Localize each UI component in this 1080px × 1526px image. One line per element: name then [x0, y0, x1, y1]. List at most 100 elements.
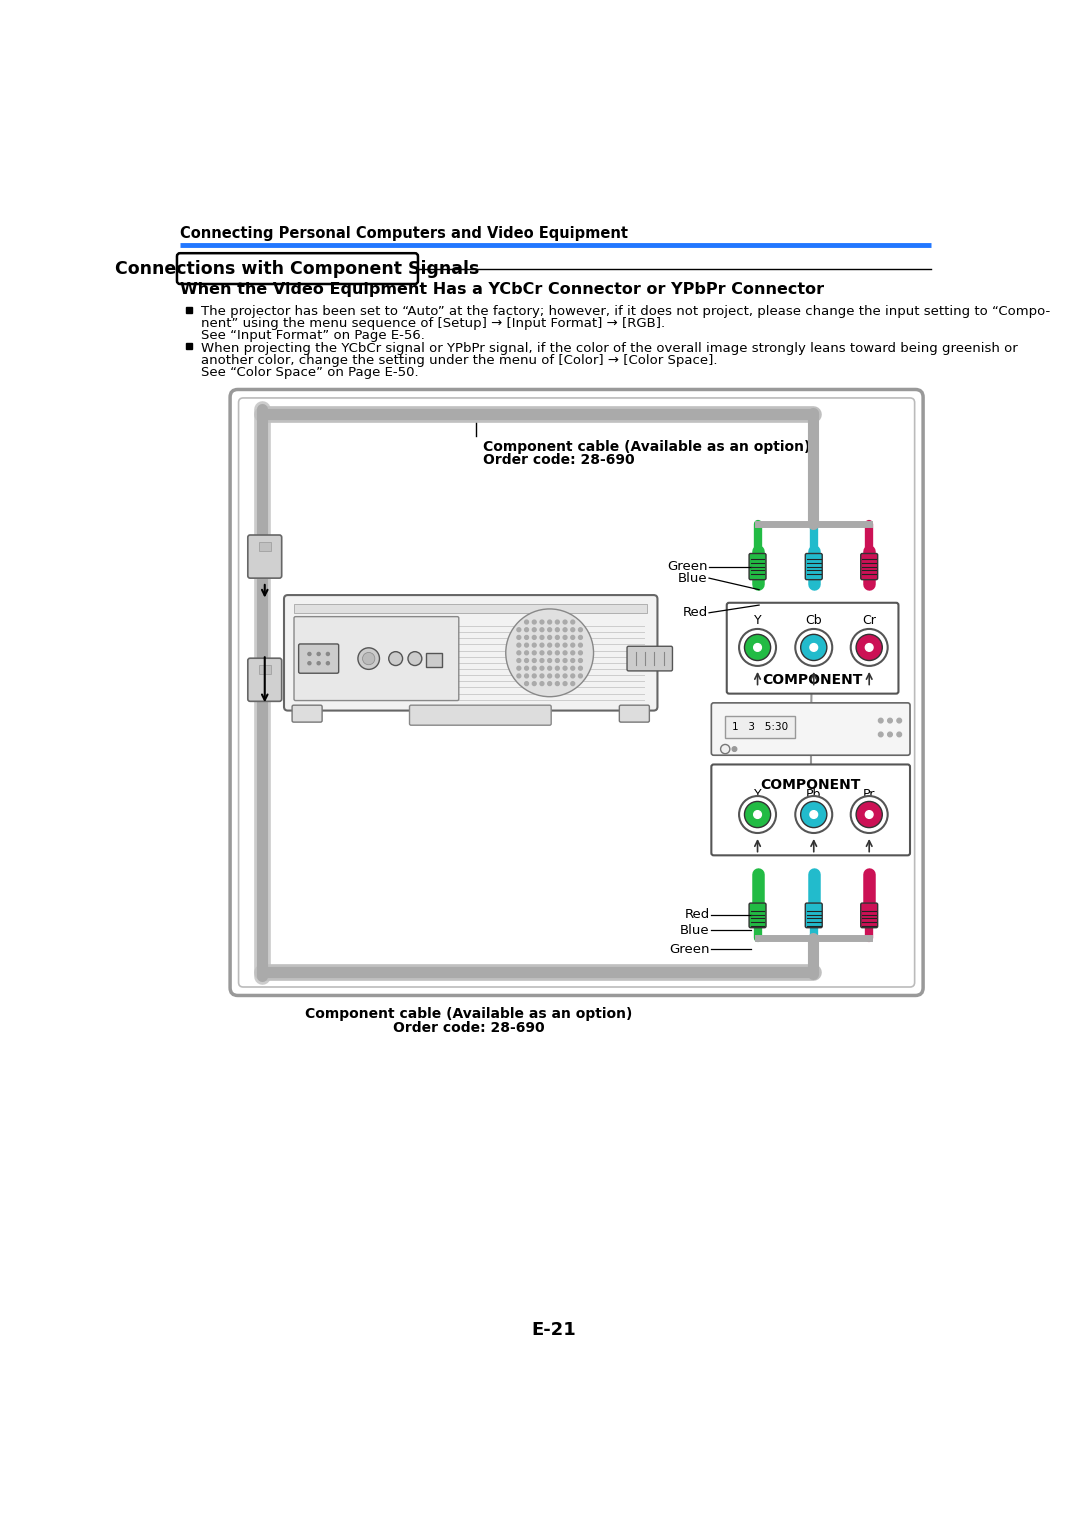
Circle shape: [308, 653, 311, 656]
Circle shape: [856, 801, 882, 827]
FancyBboxPatch shape: [177, 253, 418, 284]
Circle shape: [540, 627, 544, 632]
Circle shape: [525, 627, 528, 632]
Circle shape: [571, 620, 575, 624]
Circle shape: [540, 620, 544, 624]
Circle shape: [571, 627, 575, 632]
Circle shape: [555, 642, 559, 647]
Circle shape: [540, 635, 544, 639]
Circle shape: [888, 732, 892, 737]
Circle shape: [540, 682, 544, 685]
Circle shape: [357, 649, 379, 670]
Bar: [427, 653, 442, 667]
Text: nent” using the menu sequence of [Setup] → [Input Format] → [RGB].: nent” using the menu sequence of [Setup]…: [201, 317, 665, 330]
Circle shape: [800, 801, 827, 827]
Text: Connecting Personal Computers and Video Equipment: Connecting Personal Computers and Video …: [180, 226, 629, 241]
Circle shape: [810, 644, 818, 652]
FancyBboxPatch shape: [750, 903, 766, 928]
Circle shape: [505, 609, 594, 697]
Circle shape: [532, 652, 536, 655]
Circle shape: [548, 667, 552, 670]
FancyBboxPatch shape: [806, 554, 822, 580]
Circle shape: [555, 674, 559, 678]
Circle shape: [532, 627, 536, 632]
Circle shape: [754, 644, 761, 652]
FancyBboxPatch shape: [299, 644, 339, 673]
Circle shape: [548, 659, 552, 662]
Circle shape: [532, 659, 536, 662]
Circle shape: [571, 659, 575, 662]
FancyBboxPatch shape: [627, 647, 673, 671]
Circle shape: [851, 629, 888, 665]
Text: Pb: Pb: [806, 789, 822, 801]
Circle shape: [308, 662, 311, 665]
Text: Red: Red: [685, 908, 710, 922]
Circle shape: [525, 667, 528, 670]
Circle shape: [555, 652, 559, 655]
Circle shape: [888, 719, 892, 723]
FancyBboxPatch shape: [712, 703, 910, 755]
Circle shape: [579, 635, 582, 639]
Circle shape: [795, 629, 833, 665]
Text: Pr: Pr: [863, 789, 876, 801]
Circle shape: [571, 667, 575, 670]
Circle shape: [326, 662, 329, 665]
Circle shape: [563, 652, 567, 655]
Circle shape: [548, 674, 552, 678]
Text: 1   3   5:30: 1 3 5:30: [732, 722, 788, 732]
Circle shape: [548, 642, 552, 647]
Text: Y: Y: [754, 789, 761, 801]
Circle shape: [563, 627, 567, 632]
Text: Cr: Cr: [862, 615, 876, 627]
Circle shape: [517, 659, 521, 662]
Circle shape: [579, 652, 582, 655]
Circle shape: [517, 652, 521, 655]
Circle shape: [571, 635, 575, 639]
Text: another color, change the setting under the menu of [Color] → [Color Space].: another color, change the setting under …: [201, 354, 717, 368]
Circle shape: [532, 674, 536, 678]
Circle shape: [856, 635, 882, 661]
Circle shape: [532, 635, 536, 639]
Circle shape: [555, 620, 559, 624]
Circle shape: [318, 653, 320, 656]
Circle shape: [548, 635, 552, 639]
Circle shape: [739, 629, 777, 665]
Circle shape: [363, 653, 375, 665]
Text: Cb: Cb: [806, 615, 822, 627]
Circle shape: [517, 635, 521, 639]
Text: Green: Green: [667, 560, 707, 574]
FancyBboxPatch shape: [619, 705, 649, 722]
FancyBboxPatch shape: [861, 554, 878, 580]
FancyBboxPatch shape: [247, 658, 282, 702]
Text: The projector has been set to “Auto” at the factory; however, if it does not pro: The projector has been set to “Auto” at …: [201, 305, 1050, 317]
Circle shape: [851, 797, 888, 833]
Circle shape: [579, 674, 582, 678]
FancyBboxPatch shape: [230, 389, 923, 995]
Circle shape: [896, 732, 902, 737]
Circle shape: [571, 674, 575, 678]
Bar: [294, 604, 647, 613]
Circle shape: [540, 674, 544, 678]
Circle shape: [532, 682, 536, 685]
Circle shape: [732, 746, 737, 751]
Circle shape: [540, 667, 544, 670]
Circle shape: [389, 652, 403, 665]
Circle shape: [540, 659, 544, 662]
FancyBboxPatch shape: [806, 903, 822, 928]
Circle shape: [555, 635, 559, 639]
Text: When the Video Equipment Has a YCbCr Connector or YPbPr Connector: When the Video Equipment Has a YCbCr Con…: [180, 282, 824, 298]
Circle shape: [571, 682, 575, 685]
Circle shape: [878, 719, 883, 723]
FancyBboxPatch shape: [247, 536, 282, 578]
Circle shape: [326, 653, 329, 656]
Text: Order code: 28-690: Order code: 28-690: [393, 1021, 544, 1035]
Circle shape: [517, 642, 521, 647]
FancyBboxPatch shape: [712, 765, 910, 856]
Circle shape: [517, 674, 521, 678]
Circle shape: [579, 667, 582, 670]
Text: Blue: Blue: [680, 923, 710, 937]
Circle shape: [720, 745, 730, 754]
Circle shape: [579, 659, 582, 662]
Circle shape: [408, 652, 422, 665]
FancyBboxPatch shape: [727, 603, 899, 694]
